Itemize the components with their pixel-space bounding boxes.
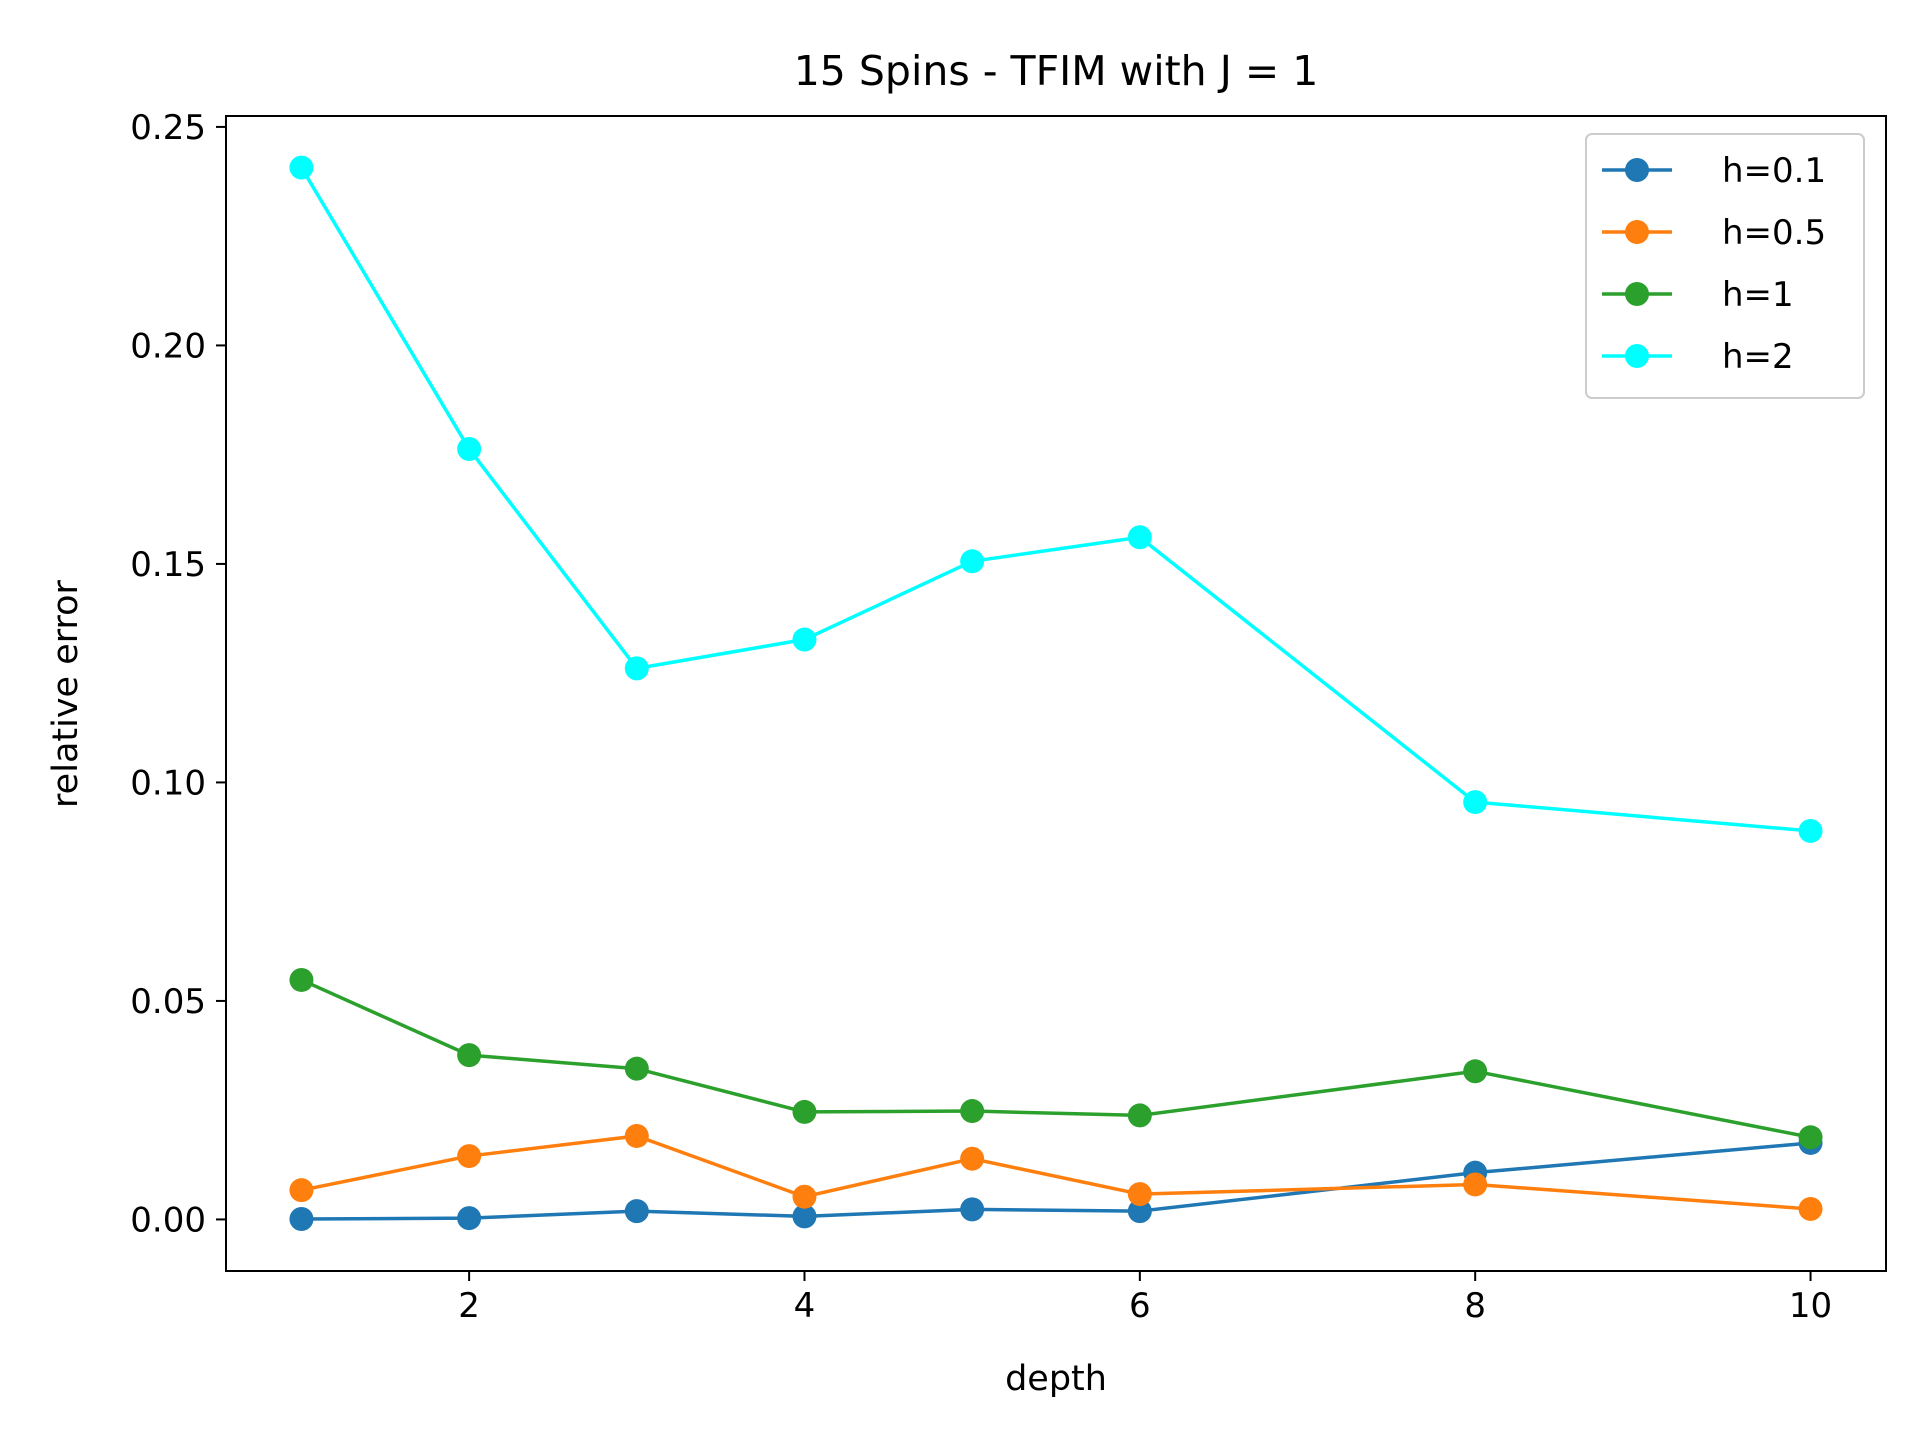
data-point xyxy=(792,1099,817,1124)
chart-title: 15 Spins - TFIM with J = 1 xyxy=(794,47,1319,95)
series-h-1 xyxy=(289,967,1823,1150)
legend-label: h=1 xyxy=(1722,275,1794,315)
data-point xyxy=(289,1178,314,1203)
legend-label: h=0.1 xyxy=(1722,151,1826,191)
data-point xyxy=(792,627,817,652)
y-axis-label: relative error xyxy=(46,579,86,807)
legend: h=0.1 h=0.5 h=1 h=2 xyxy=(1585,133,1865,399)
data-point xyxy=(624,656,649,681)
plot-frame xyxy=(225,115,1887,1272)
legend-box xyxy=(1585,133,1865,399)
legend-marker xyxy=(1625,282,1649,306)
series-h-2 xyxy=(289,155,1823,843)
legend-label: h=2 xyxy=(1722,337,1794,377)
data-point xyxy=(792,1184,817,1209)
series-line xyxy=(300,978,1811,1139)
legend-marker xyxy=(1625,220,1649,244)
series-layer xyxy=(289,155,1823,1231)
series-line xyxy=(299,166,1811,833)
y-tick-label: 0.05 xyxy=(130,982,206,1022)
x-tick-label: 4 xyxy=(794,1286,816,1326)
data-point xyxy=(624,1123,649,1148)
data-point xyxy=(1127,525,1152,550)
legend-item: h=0.1 xyxy=(1602,151,1826,191)
data-point xyxy=(624,1056,649,1081)
legend-item: h=1 xyxy=(1602,275,1794,315)
data-point xyxy=(1127,1199,1152,1224)
data-point xyxy=(1127,1182,1152,1207)
x-tick-label: 10 xyxy=(1789,1286,1832,1326)
data-point xyxy=(457,436,482,461)
data-point xyxy=(457,1144,482,1169)
series-h-0-5 xyxy=(289,1123,1823,1221)
data-point xyxy=(289,155,314,180)
y-tick-label: 0.20 xyxy=(130,326,206,366)
series-line xyxy=(301,1134,1811,1211)
x-axis-label: depth xyxy=(1005,1359,1107,1399)
data-point xyxy=(624,1199,649,1224)
data-point xyxy=(1798,1125,1823,1150)
data-point xyxy=(1798,818,1823,843)
data-point xyxy=(1463,1059,1488,1084)
series-h-0-1 xyxy=(289,1130,1823,1231)
data-point xyxy=(1798,1196,1823,1221)
y-tick-label: 0.25 xyxy=(130,108,206,148)
data-point xyxy=(792,1204,817,1229)
series-line xyxy=(301,1141,1811,1221)
data-point xyxy=(960,1099,985,1124)
data-point xyxy=(1127,1103,1152,1128)
data-point xyxy=(289,967,314,992)
data-point xyxy=(457,1043,482,1068)
x-axis-ticks: 2 4 6 8 10 xyxy=(458,1271,1832,1326)
legend-item: h=2 xyxy=(1602,337,1794,377)
x-tick-label: 2 xyxy=(458,1286,480,1326)
legend-marker xyxy=(1625,344,1649,368)
data-point xyxy=(1463,790,1488,815)
data-point xyxy=(960,549,985,574)
data-point xyxy=(960,1197,985,1222)
legend-item: h=0.5 xyxy=(1602,213,1826,253)
data-point xyxy=(1463,1172,1488,1197)
y-tick-label: 0.00 xyxy=(130,1200,206,1240)
x-tick-label: 8 xyxy=(1464,1286,1486,1326)
data-point xyxy=(457,1206,482,1231)
y-axis-ticks: 0.00 0.05 0.10 0.15 0.20 0.25 xyxy=(130,108,226,1240)
y-tick-label: 0.15 xyxy=(130,545,206,585)
legend-marker xyxy=(1625,158,1649,182)
y-tick-label: 0.10 xyxy=(130,763,206,803)
legend-label: h=0.5 xyxy=(1722,213,1826,253)
data-point xyxy=(960,1146,985,1171)
x-tick-label: 6 xyxy=(1129,1286,1151,1326)
data-point xyxy=(289,1206,314,1231)
